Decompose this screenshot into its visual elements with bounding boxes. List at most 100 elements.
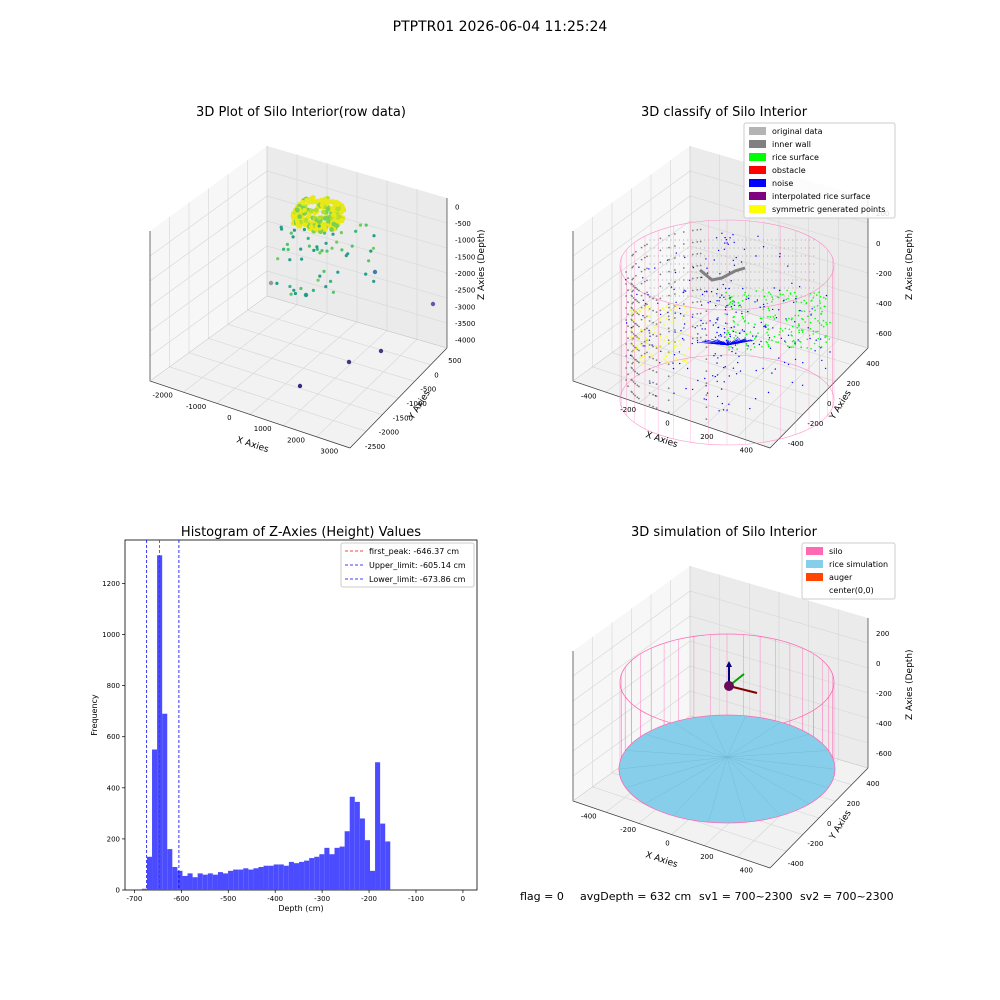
rice-surface-point	[792, 339, 795, 342]
panel-classify: 3D classify of Silo Interior -400 -200 0 20…	[572, 105, 915, 454]
noise-point	[719, 273, 721, 275]
inner-wall-point	[667, 411, 670, 414]
raw-point	[300, 257, 304, 261]
noise-point	[717, 317, 719, 319]
raw-point	[302, 207, 308, 213]
rice-surface-point	[768, 291, 770, 294]
y-tick-label: -1000	[407, 400, 427, 408]
y-tick-label: 600	[107, 733, 120, 741]
rice-surface-point	[825, 341, 827, 344]
raw-point	[372, 279, 376, 283]
inner-wall-point	[648, 368, 651, 370]
inner-wall-point	[682, 339, 685, 341]
x-tick-label: -200	[620, 826, 636, 834]
rice-surface-point	[786, 289, 788, 292]
rice-surface-point	[798, 329, 800, 332]
symmetric-point	[641, 329, 644, 332]
noise-point	[659, 362, 661, 364]
original-point	[691, 263, 693, 265]
inner-wall-point	[652, 297, 654, 300]
raw-point	[315, 247, 319, 251]
noise-point	[727, 243, 729, 245]
rice-surface-point	[787, 345, 789, 348]
original-point	[691, 239, 693, 241]
rice-surface-point	[801, 331, 804, 333]
histogram-bar	[212, 874, 218, 890]
inner-wall-point	[631, 331, 633, 334]
rice-mesh-line	[708, 756, 728, 823]
histogram-bar	[167, 849, 173, 890]
original-point	[741, 279, 744, 281]
sv1-readout: sv1 = 700~2300	[699, 890, 793, 903]
original-point	[754, 271, 756, 273]
rice-surface-point	[765, 323, 767, 326]
raw-point	[299, 199, 305, 205]
rice-surface-point	[724, 313, 726, 315]
inner-wall-point	[648, 344, 651, 346]
inner-wall-point	[655, 323, 658, 325]
noise-point	[684, 290, 687, 292]
rice-mesh-line	[726, 756, 835, 770]
original-point	[662, 263, 664, 265]
original-point	[687, 263, 689, 265]
symmetric-point	[641, 355, 644, 358]
noise-point	[788, 346, 790, 348]
noise-point	[716, 362, 718, 364]
rice-surface-point	[784, 341, 787, 344]
noise-point	[706, 392, 709, 394]
rice-surface-point	[790, 318, 793, 321]
legend-swatch-obstacle	[749, 166, 766, 174]
noise-point	[763, 325, 765, 328]
original-point	[775, 255, 777, 257]
symmetric-point	[648, 352, 651, 355]
noise-point	[726, 409, 728, 411]
inner-wall-point	[696, 277, 699, 279]
rice-surface-point	[796, 327, 799, 329]
noise-point	[729, 335, 731, 338]
p2-y-ticks: 400 200 0 -200 -400	[788, 360, 880, 448]
original-point	[716, 255, 718, 257]
raw-point	[285, 242, 289, 246]
original-point	[649, 247, 651, 249]
inner-wall-point	[705, 346, 708, 348]
rice-surface-point	[806, 347, 808, 349]
noise-point	[710, 291, 713, 293]
noise-point	[754, 398, 757, 400]
rice-mesh-line	[673, 756, 728, 816]
inner-wall-point	[646, 243, 648, 246]
p2-marks	[619, 219, 835, 446]
noise-point	[700, 304, 703, 306]
original-point	[720, 287, 723, 289]
noise-point	[686, 367, 689, 370]
symmetric-point	[629, 336, 632, 339]
inner-wall-point	[682, 243, 685, 245]
original-point	[767, 263, 769, 265]
noise-point	[683, 289, 685, 291]
noise-point	[714, 375, 716, 378]
original-point	[729, 239, 731, 241]
inner-wall-point	[643, 352, 646, 355]
inner-wall-point	[668, 318, 670, 321]
original-point	[683, 271, 685, 273]
noise-point	[762, 303, 765, 306]
raw-point	[346, 252, 350, 256]
raw-point	[324, 285, 328, 289]
histogram-bar	[329, 854, 335, 890]
original-point	[670, 239, 672, 241]
noise-point	[783, 299, 785, 302]
original-point	[741, 263, 744, 265]
original-point	[699, 255, 702, 257]
symmetric-point	[679, 331, 682, 334]
original-point	[783, 279, 786, 281]
rice-mesh-line	[644, 756, 728, 804]
z-tick-label: -400	[876, 300, 892, 308]
symmetric-point	[669, 309, 671, 312]
original-point	[800, 247, 802, 249]
rice-surface-point	[803, 310, 806, 313]
rice-surface-point	[808, 310, 811, 313]
rice-surface-point	[812, 333, 814, 335]
inner-wall-point	[627, 349, 629, 352]
noise-point	[735, 256, 737, 259]
y-tick-label: 500	[448, 357, 461, 365]
inner-wall-point	[634, 394, 637, 397]
